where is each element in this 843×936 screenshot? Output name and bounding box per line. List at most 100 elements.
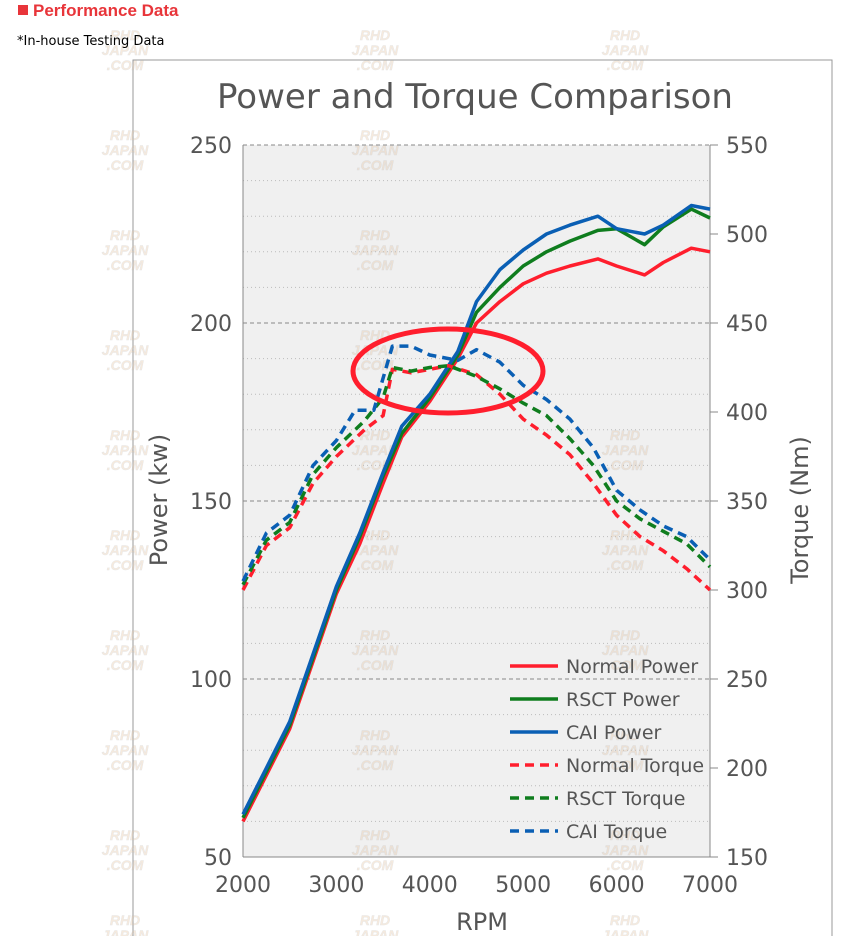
svg-text:.COM: .COM (357, 657, 394, 673)
svg-text:JAPAN: JAPAN (602, 442, 649, 458)
series-line-normal-torque (241, 363, 712, 592)
svg-text:.COM: .COM (357, 357, 394, 373)
y2-tick-label: 400 (726, 401, 768, 426)
svg-text:JAPAN: JAPAN (602, 642, 649, 658)
svg-text:JAPAN: JAPAN (352, 142, 399, 158)
svg-text:JAPAN: JAPAN (102, 442, 149, 458)
svg-text:.COM: .COM (107, 557, 144, 573)
y2-tick-label: 350 (726, 490, 768, 515)
x-tick-label: 5000 (495, 873, 551, 898)
section-title: Performance Data (18, 1, 179, 21)
svg-text:RHD: RHD (360, 727, 390, 743)
series-line-rsct-torque (241, 363, 712, 586)
svg-text:JAPAN: JAPAN (352, 542, 399, 558)
svg-text:JAPAN: JAPAN (602, 542, 649, 558)
series-line-cai-power (241, 203, 711, 816)
y2-tick-label: 300 (726, 579, 768, 604)
svg-text:.COM: .COM (607, 857, 644, 873)
svg-text:.COM: .COM (107, 257, 144, 273)
svg-text:RHD: RHD (610, 427, 640, 443)
svg-text:RHD: RHD (360, 127, 390, 143)
x-tick-label: 3000 (308, 873, 364, 898)
svg-text:JAPAN: JAPAN (602, 927, 649, 936)
svg-text:RHD: RHD (110, 227, 140, 243)
svg-text:.COM: .COM (357, 857, 394, 873)
svg-text:JAPAN: JAPAN (352, 642, 399, 658)
svg-text:.COM: .COM (357, 257, 394, 273)
svg-text:JAPAN: JAPAN (602, 842, 649, 858)
svg-text:RHD: RHD (610, 27, 640, 43)
svg-text:JAPAN: JAPAN (352, 842, 399, 858)
svg-text:.COM: .COM (107, 457, 144, 473)
svg-text:RHD: RHD (110, 827, 140, 843)
svg-text:JAPAN: JAPAN (352, 442, 399, 458)
y-tick-label: 200 (190, 312, 232, 337)
svg-text:RHD: RHD (360, 912, 390, 928)
y-tick-label: 150 (190, 490, 232, 515)
svg-text:RHD: RHD (610, 827, 640, 843)
svg-text:JAPAN: JAPAN (102, 742, 149, 758)
svg-text:JAPAN: JAPAN (102, 642, 149, 658)
svg-text:.COM: .COM (357, 557, 394, 573)
svg-text:RHD: RHD (110, 127, 140, 143)
svg-text:.COM: .COM (607, 657, 644, 673)
svg-text:RHD: RHD (360, 627, 390, 643)
svg-text:RHD: RHD (610, 727, 640, 743)
legend-label: Normal Torque (566, 755, 704, 777)
svg-text:JAPAN: JAPAN (102, 42, 149, 58)
svg-text:.COM: .COM (107, 757, 144, 773)
svg-text:.COM: .COM (107, 157, 144, 173)
y2-tick-label: 550 (726, 134, 768, 159)
legend-label: Normal Power (566, 656, 698, 678)
series-line-cai-torque (241, 344, 712, 582)
svg-text:RHD: RHD (610, 527, 640, 543)
legend-label: RSCT Torque (566, 788, 685, 810)
svg-text:JAPAN: JAPAN (352, 742, 399, 758)
svg-text:.COM: .COM (357, 157, 394, 173)
svg-text:RHD: RHD (110, 527, 140, 543)
x-tick-label: 6000 (589, 873, 645, 898)
x-axis-label: RPM (456, 908, 508, 936)
svg-text:.COM: .COM (607, 57, 644, 73)
testing-note: *In-house Testing Data (17, 34, 165, 49)
svg-text:RHD: RHD (110, 427, 140, 443)
y-tick-label: 250 (190, 134, 232, 159)
y-tick-label: 100 (190, 668, 232, 693)
svg-text:RHD: RHD (610, 627, 640, 643)
y-tick-label: 50 (204, 846, 232, 871)
svg-text:RHD: RHD (610, 912, 640, 928)
svg-text:JAPAN: JAPAN (102, 842, 149, 858)
svg-text:.COM: .COM (607, 457, 644, 473)
svg-text:RHD: RHD (360, 227, 390, 243)
svg-text:.COM: .COM (107, 657, 144, 673)
legend-label: RSCT Power (566, 689, 680, 711)
svg-text:RHD: RHD (110, 912, 140, 928)
y2-tick-label: 250 (726, 668, 768, 693)
svg-text:JAPAN: JAPAN (352, 242, 399, 258)
highlight-ellipse (350, 326, 546, 416)
svg-text:RHD: RHD (110, 27, 140, 43)
svg-text:JAPAN: JAPAN (102, 142, 149, 158)
y2-axis-label: Torque (Nm) (786, 436, 814, 585)
svg-text:JAPAN: JAPAN (102, 342, 149, 358)
